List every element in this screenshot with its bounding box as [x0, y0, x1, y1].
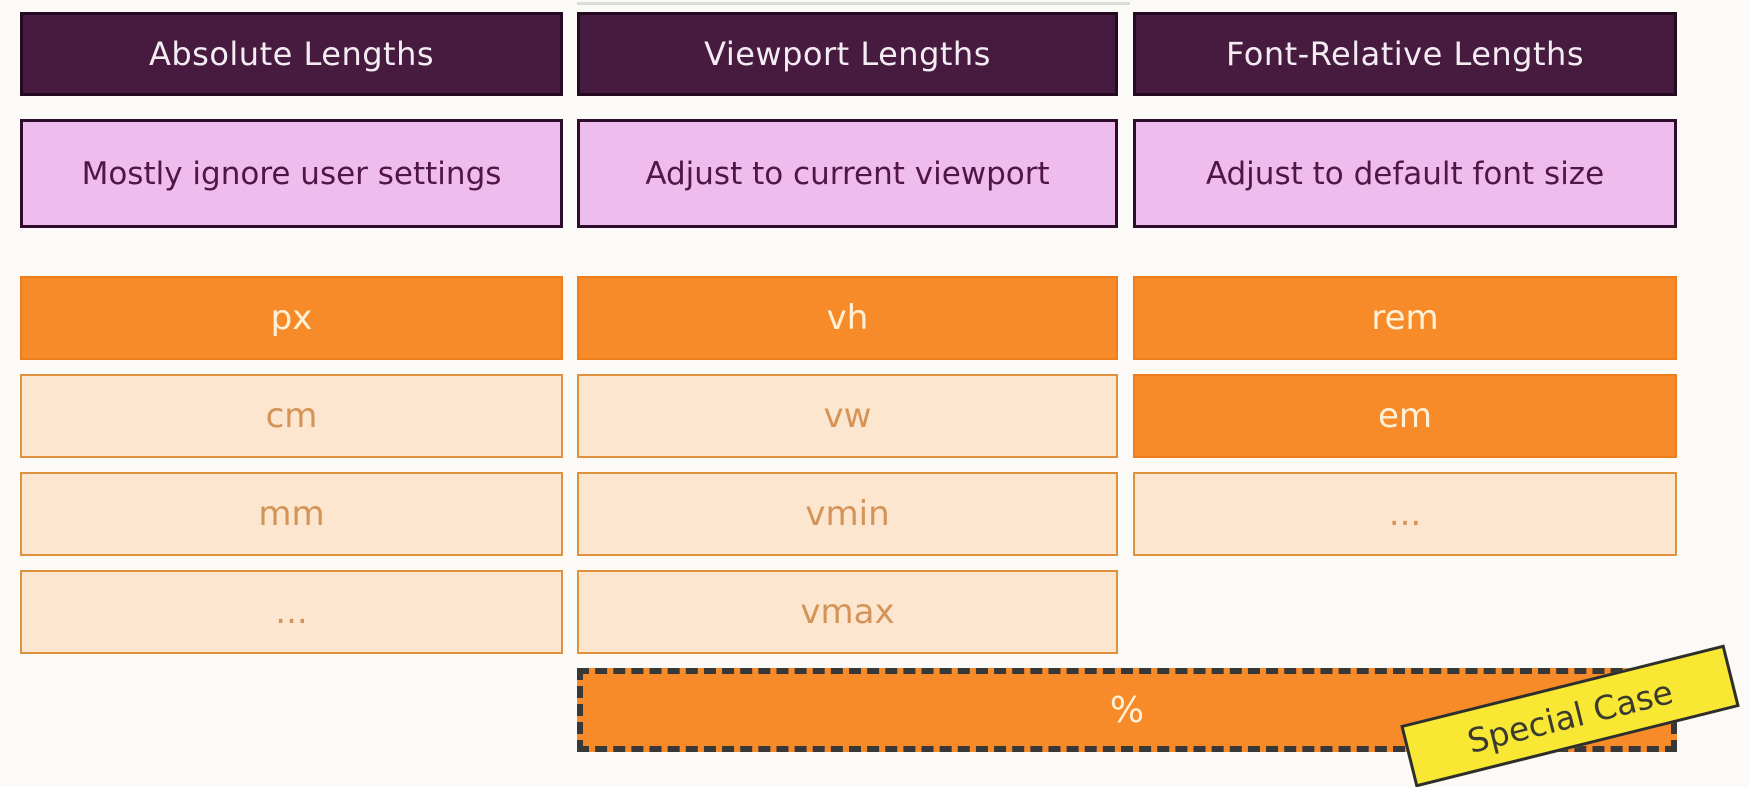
column-description: Adjust to default font size: [1133, 119, 1677, 228]
unit-cell-rem: rem: [1133, 276, 1677, 360]
column-description: Adjust to current viewport: [577, 119, 1118, 228]
unit-cell-vmin: vmin: [577, 472, 1118, 556]
column-viewport-lengths: Viewport Lengths Adjust to current viewp…: [577, 0, 1118, 773]
unit-cell-vh: vh: [577, 276, 1118, 360]
column-header: Viewport Lengths: [577, 12, 1118, 96]
unit-cell-vw: vw: [577, 374, 1118, 458]
column-absolute-lengths: Absolute Lengths Mostly ignore user sett…: [20, 0, 563, 773]
unit-cell-percent-label: %: [1109, 689, 1145, 731]
unit-cell-ellipsis: ...: [1133, 472, 1677, 556]
unit-cell-vmax: vmax: [577, 570, 1118, 654]
unit-cell-px: px: [20, 276, 563, 360]
column-font-relative-lengths: Font-Relative Lengths Adjust to default …: [1133, 0, 1677, 773]
unit-cell-cm: cm: [20, 374, 563, 458]
unit-cell-mm: mm: [20, 472, 563, 556]
column-description: Mostly ignore user settings: [20, 119, 563, 228]
top-edge-artifact: [577, 2, 1130, 5]
unit-cell-ellipsis: ...: [20, 570, 563, 654]
column-header: Font-Relative Lengths: [1133, 12, 1677, 96]
unit-cell-em: em: [1133, 374, 1677, 458]
column-header: Absolute Lengths: [20, 12, 563, 96]
